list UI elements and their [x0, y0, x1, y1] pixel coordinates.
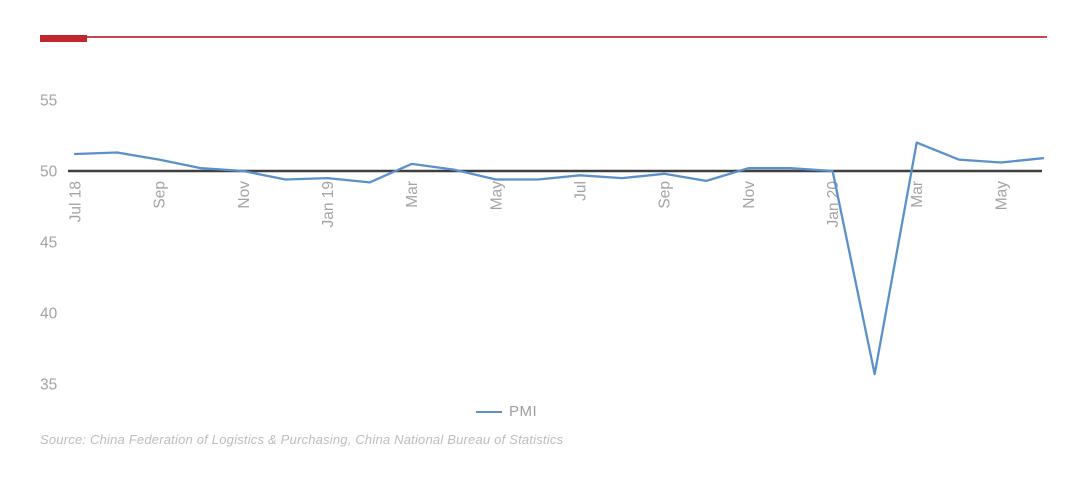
y-tick-label: 40: [40, 306, 58, 323]
x-tick-label: Sep: [657, 181, 674, 209]
accent-bar: [40, 35, 87, 42]
legend-label: PMI: [509, 403, 538, 420]
x-tick-label: Nov: [236, 181, 253, 209]
x-tick-label: Mar: [404, 181, 421, 208]
x-tick-label: May: [488, 181, 505, 211]
x-tick-label: Jan 19: [320, 181, 337, 228]
y-tick-label: 45: [40, 235, 57, 252]
y-tick-label: 50: [40, 164, 58, 181]
x-tick-label: May: [993, 181, 1010, 211]
source-note: Source: China Federation of Logistics & …: [40, 432, 564, 447]
x-tick-label: Sep: [152, 181, 169, 209]
pmi-line: [73, 141, 1045, 376]
x-tick-label: Jul 18: [68, 181, 85, 222]
x-tick-label: Nov: [741, 181, 758, 209]
x-tick-label: Jul: [573, 181, 590, 201]
legend-line-swatch: [476, 410, 502, 413]
y-tick-label: 55: [40, 93, 57, 110]
y-tick-label: 35: [40, 377, 57, 394]
x-tick-label: Mar: [909, 181, 926, 208]
accent-rule: [40, 36, 1047, 38]
legend: PMI: [476, 403, 537, 420]
